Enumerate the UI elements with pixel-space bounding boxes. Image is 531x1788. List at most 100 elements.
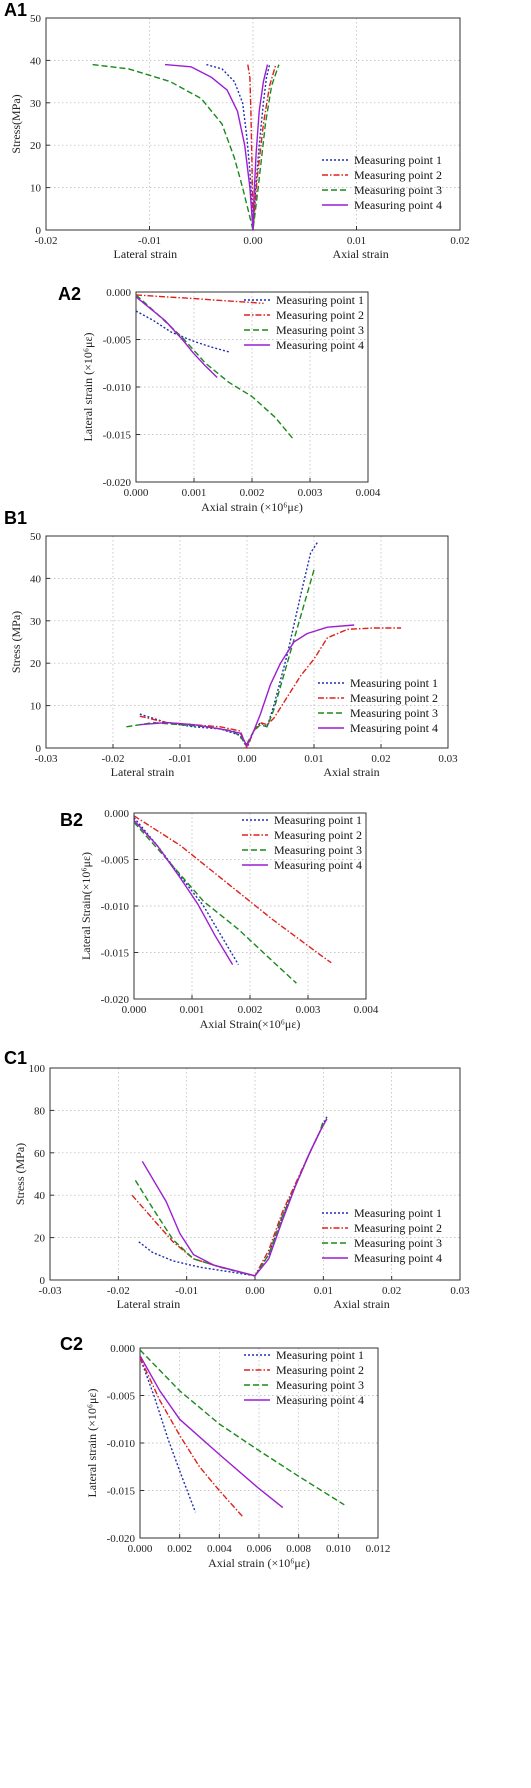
y-axis-label: Lateral strain (×10⁶με)	[85, 1388, 99, 1497]
y-tick-label: 40	[30, 573, 42, 585]
y-axis-label: Stress(MPa)	[9, 94, 23, 153]
y-tick-label: 20	[30, 658, 42, 670]
series-line-point-4	[133, 819, 234, 965]
y-tick-label: 0.000	[104, 808, 129, 820]
legend-entry: Measuring point 4	[276, 1393, 364, 1407]
series-line-point-3	[139, 1349, 345, 1506]
y-tick-label: -0.010	[103, 382, 132, 394]
x-tick-label: 0.02	[371, 753, 390, 765]
legend-entry: Measuring point 1	[350, 676, 438, 690]
chart-b2: B2 0.000 0.001 0.002 0.003 0.004 0.000 -0.005 -0…	[60, 808, 379, 1031]
legend-entry: Measuring point 1	[276, 293, 364, 307]
x-tick-label: 0.003	[298, 487, 323, 499]
chart-a1: A1 -0.02 -0.01 0.00 0.01 0.02 0 10 20 30 40 50 Later…	[4, 0, 470, 261]
x-axis-label-axial: Axial strain	[333, 1297, 389, 1311]
x-tick-label: -0.01	[169, 753, 192, 765]
legend-entry: Measuring point 2	[354, 1221, 442, 1235]
y-tick-label: 50	[30, 531, 42, 543]
y-axis-label: Lateral Strain(×10⁶με)	[79, 852, 93, 960]
x-tick-label: 0.03	[450, 1285, 470, 1297]
panel-label: B2	[60, 810, 83, 830]
x-tick-label: -0.02	[107, 1285, 130, 1297]
panel-label: A2	[58, 284, 81, 304]
y-tick-label: 10	[30, 183, 42, 195]
legend-entry: Measuring point 3	[354, 183, 442, 197]
series-line-point-2	[131, 1118, 328, 1277]
legend-entry: Measuring point 3	[274, 843, 362, 857]
legend-entry: Measuring point 1	[274, 813, 362, 827]
x-tick-label: 0.000	[128, 1543, 153, 1555]
x-tick-label: -0.03	[35, 753, 58, 765]
y-tick-label: 20	[34, 1233, 46, 1245]
legend-entry: Measuring point 2	[276, 308, 364, 322]
x-tick-label: 0.00	[243, 235, 263, 247]
series-line-point-4	[139, 1355, 284, 1509]
series-line-point-2	[135, 294, 264, 305]
series-line-point-2	[139, 1357, 244, 1518]
legend-entry: Measuring point 2	[276, 1363, 364, 1377]
x-tick-label: 0.001	[180, 1004, 205, 1016]
y-tick-label: -0.015	[103, 430, 132, 442]
x-tick-label: 0.012	[366, 1543, 391, 1555]
y-tick-label: -0.005	[107, 1391, 136, 1403]
legend-entry: Measuring point 3	[276, 323, 364, 337]
series-line-point-1	[133, 817, 240, 965]
x-axis-label: Axial strain (×10⁶με)	[201, 500, 303, 514]
y-tick-label: 0	[36, 225, 42, 237]
x-tick-label: 0.004	[356, 487, 381, 499]
y-tick-label: -0.005	[101, 855, 130, 867]
y-axis-label: Stress (MPa)	[9, 611, 23, 673]
x-axis-label-lateral: Lateral strain	[114, 247, 178, 261]
series-line-point-1	[135, 310, 229, 353]
y-tick-label: 0	[40, 1275, 46, 1287]
legend-entry: Measuring point 4	[350, 721, 438, 735]
y-tick-label: 40	[30, 55, 42, 67]
series-line-point-4	[135, 296, 218, 378]
y-tick-label: -0.020	[101, 994, 130, 1006]
chart-a2: A2 0.000 0.001 0.002 0.003 0.004 0.000 -0.005 -0…	[58, 284, 381, 514]
chart-c1: C1 -0.03 -0.02 -0.01 0.00 0.01 0.02 0.03 0 20 40 60…	[4, 1048, 470, 1311]
y-tick-label: -0.015	[107, 1486, 136, 1498]
x-tick-label: 0.03	[438, 753, 458, 765]
legend-entry: Measuring point 4	[276, 338, 364, 352]
x-tick-label: 0.001	[182, 487, 207, 499]
series-line-point-4	[164, 63, 269, 231]
legend-entry: Measuring point 2	[350, 691, 438, 705]
x-tick-label: -0.01	[138, 235, 161, 247]
series-line-point-4	[141, 1118, 328, 1277]
series-line-point-1	[206, 63, 271, 231]
series-line-point-3	[92, 63, 280, 231]
y-tick-label: 60	[34, 1148, 46, 1160]
series-line-point-1	[139, 1357, 197, 1513]
x-tick-label: 0.00	[245, 1285, 265, 1297]
x-tick-label: 0.02	[450, 235, 469, 247]
legend-entry: Measuring point 3	[350, 706, 438, 720]
series-line-point-3	[126, 569, 315, 745]
legend-entry: Measuring point 3	[276, 1378, 364, 1392]
y-tick-label: -0.010	[107, 1438, 136, 1450]
x-tick-label: 0.002	[238, 1004, 263, 1016]
y-tick-label: 10	[30, 701, 42, 713]
series-line-point-4	[139, 624, 355, 747]
x-tick-label: 0.01	[304, 753, 323, 765]
x-tick-label: -0.03	[39, 1285, 62, 1297]
series-line-point-1	[139, 542, 318, 749]
legend-entry: Measuring point 4	[354, 1251, 442, 1265]
y-tick-label: 50	[30, 13, 42, 25]
x-tick-label: 0.008	[286, 1543, 311, 1555]
legend-entry: Measuring point 3	[354, 1236, 442, 1250]
legend-entry: Measuring point 4	[274, 858, 362, 872]
y-tick-label: 100	[29, 1063, 46, 1075]
x-tick-label: 0.006	[247, 1543, 272, 1555]
x-tick-label: 0.01	[347, 235, 366, 247]
y-tick-label: 40	[34, 1190, 46, 1202]
y-tick-label: 20	[30, 140, 42, 152]
x-tick-label: -0.01	[175, 1285, 198, 1297]
y-tick-label: -0.020	[107, 1533, 136, 1545]
series-line-point-2	[133, 815, 332, 964]
